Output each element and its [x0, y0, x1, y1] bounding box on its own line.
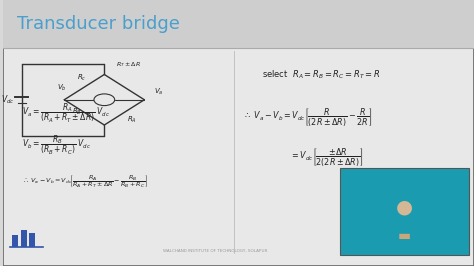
- Text: $V_{dc}$: $V_{dc}$: [1, 94, 15, 106]
- Text: ●: ●: [396, 198, 413, 217]
- Text: $= V_{dc}\left[\dfrac{\pm\Delta R}{2(2R\pm\Delta R)}\right]$: $= V_{dc}\left[\dfrac{\pm\Delta R}{2(2R\…: [291, 146, 364, 168]
- Text: $V_b$: $V_b$: [57, 83, 67, 93]
- Text: $R_c$: $R_c$: [77, 73, 87, 83]
- Text: $\therefore\ V_a - V_b = V_{dc}\!\left[\dfrac{R_A}{R_A+R_T\pm\Delta R} - \dfrac{: $\therefore\ V_a - V_b = V_{dc}\!\left[\…: [22, 173, 148, 189]
- Text: $R_T \pm \Delta R$: $R_T \pm \Delta R$: [116, 60, 141, 69]
- Text: $V_a$: $V_a$: [154, 87, 163, 97]
- Text: select  $R_A = R_B = R_C = R_T = R$: select $R_A = R_B = R_C = R_T = R$: [262, 68, 381, 81]
- Text: $R_B$: $R_B$: [72, 107, 82, 118]
- Text: $\therefore\ V_a - V_b = V_{dc}\left[\dfrac{R}{(2R\pm\Delta R)} - \dfrac{R}{2R}\: $\therefore\ V_a - V_b = V_{dc}\left[\df…: [243, 106, 372, 128]
- Text: $R_A$: $R_A$: [127, 115, 137, 125]
- Text: ▬: ▬: [398, 229, 411, 243]
- Text: $V_b = \dfrac{R_B}{(R_B+R_C)}\ V_{dc}$: $V_b = \dfrac{R_B}{(R_B+R_C)}\ V_{dc}$: [22, 133, 91, 157]
- FancyBboxPatch shape: [340, 168, 469, 255]
- FancyBboxPatch shape: [3, 0, 474, 48]
- FancyBboxPatch shape: [29, 233, 35, 247]
- Circle shape: [94, 94, 115, 106]
- Text: $V_a = \dfrac{R_A}{(R_A+R_T\pm\Delta R)}\ V_{dc}$: $V_a = \dfrac{R_A}{(R_A+R_T\pm\Delta R)}…: [22, 101, 110, 125]
- FancyBboxPatch shape: [12, 235, 18, 247]
- Text: WALCHAND INSTITUTE OF TECHNOLOGY, SOLAPUR: WALCHAND INSTITUTE OF TECHNOLOGY, SOLAPU…: [163, 249, 267, 253]
- FancyBboxPatch shape: [21, 230, 27, 247]
- Text: Transducer bridge: Transducer bridge: [17, 15, 180, 33]
- FancyBboxPatch shape: [3, 0, 474, 266]
